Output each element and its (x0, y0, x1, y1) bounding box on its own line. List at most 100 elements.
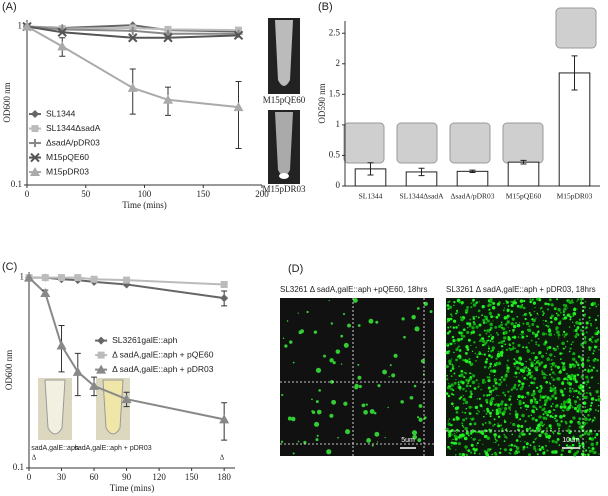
x-tick-label: 200 (255, 189, 269, 199)
biofilm (475, 444, 478, 446)
biofilm (534, 398, 537, 401)
biofilm (544, 444, 548, 447)
biofilm (528, 342, 530, 344)
biofilm (533, 310, 536, 313)
biofilm (573, 378, 575, 381)
biofilm (467, 431, 470, 433)
biofilm (566, 299, 568, 302)
biofilm (506, 369, 510, 373)
biofilm (560, 453, 563, 457)
cell-cluster (330, 380, 334, 384)
x-tick-label: 150 (185, 472, 199, 482)
biofilm (561, 381, 565, 385)
biofilm (525, 442, 529, 446)
biofilm (560, 390, 564, 394)
biofilm (551, 362, 556, 366)
biofilm (554, 440, 558, 444)
biofilm (548, 440, 550, 442)
biofilm (467, 338, 471, 342)
biofilm (558, 444, 561, 446)
biofilm (565, 444, 569, 447)
biofilm (446, 320, 449, 323)
biofilm (515, 445, 518, 448)
biofilm (513, 324, 517, 329)
biofilm (535, 437, 537, 440)
biofilm (589, 307, 591, 310)
biofilm (497, 314, 501, 317)
x-tick-label: 90 (122, 472, 132, 482)
biofilm (559, 320, 562, 323)
biofilm (581, 442, 585, 446)
biofilm (567, 374, 570, 377)
biofilm (530, 339, 533, 342)
biofilm (568, 363, 572, 366)
biofilm (447, 307, 450, 310)
biofilm (513, 451, 517, 455)
biofilm (458, 300, 462, 304)
biofilm (461, 453, 466, 457)
biofilm (497, 361, 502, 366)
biofilm (511, 317, 515, 321)
biofilm (522, 306, 526, 310)
biofilm (576, 406, 579, 409)
biofilm (510, 322, 514, 326)
biofilm (538, 354, 540, 356)
biofilm (461, 304, 463, 306)
biofilm (481, 353, 483, 356)
biofilm (549, 363, 551, 365)
panel-label: (C) (2, 261, 17, 273)
biofilm (466, 322, 469, 325)
biofilm (572, 436, 576, 440)
biofilm (587, 413, 590, 417)
cell-cluster (281, 393, 284, 397)
biofilm (492, 424, 495, 427)
biofilm (467, 434, 470, 437)
biofilm (477, 414, 479, 416)
biofilm (549, 387, 553, 390)
biofilm (517, 394, 521, 399)
image-caption: sadA,galE::aph (31, 445, 79, 452)
cell-cluster (388, 376, 390, 378)
biofilm (481, 380, 485, 384)
biofilm (469, 372, 472, 375)
biofilm (473, 387, 477, 390)
biofilm (448, 352, 450, 354)
biofilm (592, 451, 596, 455)
biofilm (557, 372, 559, 374)
well-image (396, 122, 438, 164)
biofilm (590, 442, 594, 447)
biofilm (495, 439, 498, 442)
biofilm (459, 388, 461, 391)
cell-cluster (357, 363, 360, 366)
biofilm (562, 334, 564, 336)
biofilm (524, 396, 527, 398)
biofilm (521, 375, 524, 377)
image-title: SL3261 Δ sadA,galE::aph +pQE60, 18hrs (280, 285, 427, 294)
panel-label: (A) (2, 1, 17, 13)
biofilm (489, 300, 493, 304)
biofilm (552, 387, 556, 391)
biofilm (450, 424, 453, 427)
biofilm (520, 395, 525, 399)
biofilm (509, 403, 513, 406)
biofilm (485, 413, 488, 415)
biofilm (539, 394, 542, 397)
scale-label: 5um (401, 437, 415, 444)
biofilm (544, 325, 547, 327)
biofilm (474, 352, 477, 355)
cell-cluster (315, 400, 319, 404)
biofilm (569, 315, 572, 319)
biofilm (497, 382, 502, 386)
biofilm (554, 397, 558, 400)
crosshair (280, 298, 600, 456)
biofilm (513, 383, 517, 387)
cell-cluster (382, 369, 388, 375)
biofilm (546, 325, 550, 328)
biofilm (460, 337, 463, 340)
biofilm (479, 453, 481, 455)
biofilm (590, 302, 594, 307)
cell-cluster (429, 310, 433, 314)
biofilm (510, 422, 512, 424)
biofilm (587, 356, 590, 359)
cell-cluster (292, 452, 295, 455)
